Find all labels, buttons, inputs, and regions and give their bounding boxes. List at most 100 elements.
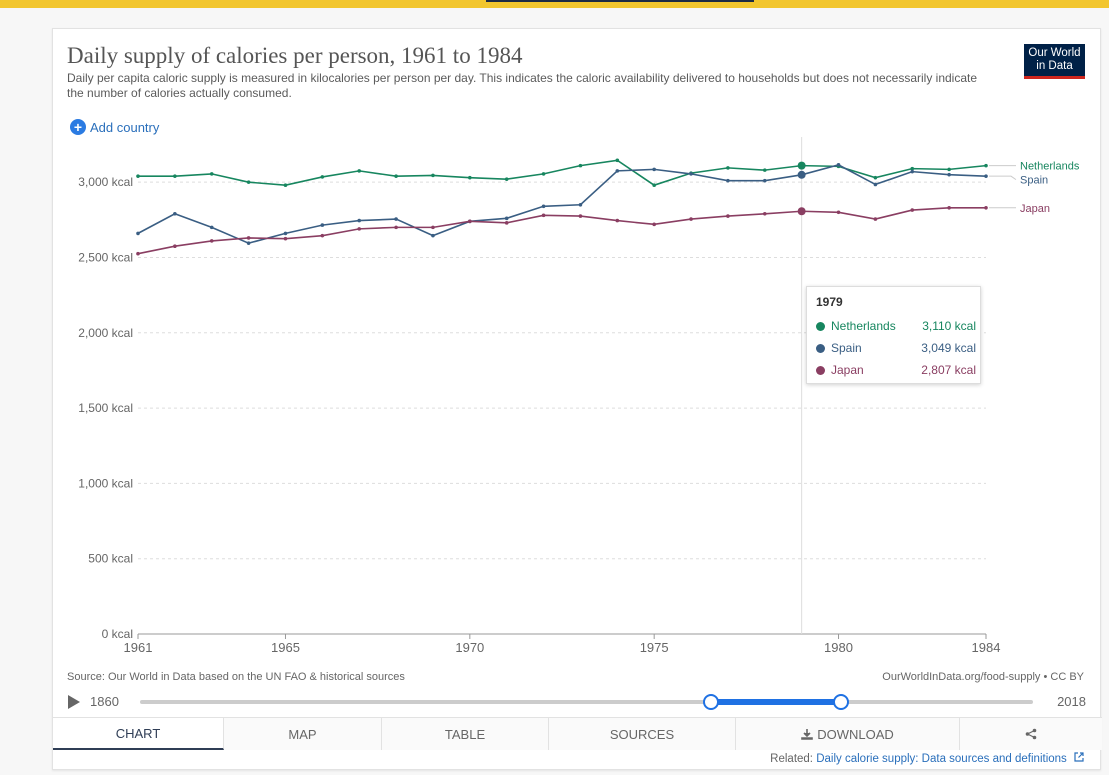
data-point	[947, 172, 951, 177]
data-point	[283, 236, 288, 241]
y-tick-label: 3,000 kcal	[78, 175, 133, 189]
series-label-japan: Japan	[1020, 203, 1050, 215]
data-point	[797, 161, 806, 170]
spain-dot	[816, 343, 825, 353]
data-point	[283, 183, 288, 187]
data-point	[726, 166, 730, 170]
add-country-button[interactable]: + Add country	[70, 119, 159, 135]
x-tick-label: 1975	[640, 640, 669, 655]
tab-download[interactable]: DOWNLOAD	[736, 718, 960, 750]
data-point	[836, 210, 841, 215]
data-point	[173, 174, 177, 178]
data-point	[689, 172, 693, 176]
label-connector	[989, 175, 1017, 181]
x-tick-label: 1980	[824, 640, 853, 655]
tooltip-value: 2,807 kcal	[921, 363, 976, 377]
series-label-spain: Spain	[1020, 175, 1048, 187]
tooltip-row-spain: Spain 3,049 kcal	[816, 339, 976, 357]
data-point	[209, 172, 214, 176]
y-tick-label: 1,000 kcal	[78, 476, 133, 490]
data-point	[984, 163, 988, 168]
data-point	[762, 178, 767, 183]
add-country-label: Add country	[90, 119, 160, 135]
data-point	[947, 205, 951, 210]
owid-logo[interactable]: Our World in Data	[1024, 44, 1085, 79]
tab-table[interactable]: TABLE	[382, 718, 549, 750]
data-point	[468, 175, 472, 180]
chart-title: Daily supply of calories per person, 196…	[67, 43, 523, 68]
line-chart[interactable]: 0 kcal 500 kcal 1,000 kcal 1,500 kcal 2,000 …	[53, 29, 1102, 669]
timeline-track[interactable]	[140, 700, 1033, 704]
share-button[interactable]	[960, 718, 1102, 750]
play-icon[interactable]	[68, 695, 80, 709]
data-point	[431, 173, 435, 178]
tab-sources[interactable]: SOURCES	[549, 718, 736, 750]
timeline-end: 2018	[1057, 694, 1086, 709]
banner-notch	[486, 0, 754, 2]
tab-bar: CHART MAP TABLE SOURCES DOWNLOAD	[53, 717, 1102, 750]
data-point	[504, 177, 509, 181]
tooltip-row-netherlands: Netherlands 3,110 kcal	[816, 317, 976, 335]
data-point	[652, 222, 656, 227]
top-banner	[0, 0, 1109, 8]
data-point	[136, 251, 140, 256]
timeline: 1860 2018	[53, 691, 1102, 713]
x-tick-label: 1965	[271, 640, 300, 655]
data-point	[836, 163, 841, 167]
data-point	[246, 180, 251, 184]
series-line-spain	[137, 164, 987, 245]
related-link[interactable]: Daily calorie supply: Data sources and d…	[816, 753, 1067, 765]
data-point	[136, 174, 140, 178]
timeline-end-handle[interactable]	[832, 694, 849, 710]
related-label: Related:	[770, 753, 814, 765]
timeline-selected-range	[710, 699, 841, 705]
data-point	[762, 212, 767, 216]
x-tick-label: 1961	[124, 640, 153, 655]
data-point	[615, 218, 620, 223]
x-tick-label: 1970	[455, 640, 484, 655]
data-point	[726, 178, 730, 183]
data-point	[394, 217, 398, 221]
data-point	[541, 172, 546, 176]
data-point	[726, 214, 730, 218]
data-point	[136, 231, 140, 236]
tooltip-row-japan: Japan 2,807 kcal	[816, 361, 976, 379]
data-point	[910, 208, 915, 212]
data-point	[541, 213, 546, 218]
data-point	[504, 216, 509, 221]
data-point	[578, 163, 583, 168]
tab-map[interactable]: MAP	[224, 718, 382, 750]
timeline-start-handle[interactable]	[702, 694, 719, 710]
related-note: Related: Daily calorie supply: Data sour…	[770, 752, 1084, 765]
series-label-netherlands: Netherlands	[1020, 161, 1080, 173]
series-line-netherlands	[138, 159, 987, 187]
data-point	[652, 167, 656, 172]
source-note: Source: Our World in Data based on the U…	[67, 671, 405, 683]
data-point	[615, 169, 620, 173]
data-point	[246, 241, 251, 245]
download-icon	[801, 729, 814, 740]
external-link-icon	[1074, 752, 1084, 762]
data-point	[431, 233, 435, 238]
data-point	[797, 207, 806, 216]
data-point	[357, 218, 362, 223]
license-note[interactable]: OurWorldInData.org/food-supply • CC BY	[882, 671, 1084, 683]
tooltip-value: 3,049 kcal	[921, 341, 976, 355]
data-point	[689, 217, 693, 221]
tooltip-name: Spain	[831, 341, 862, 355]
y-tick-label: 0 kcal	[102, 627, 133, 641]
data-point	[873, 182, 878, 187]
y-tick-label: 500 kcal	[88, 552, 133, 566]
tooltip-year: 1979	[816, 295, 843, 309]
y-tick-label: 1,500 kcal	[78, 401, 133, 415]
share-icon	[1025, 728, 1037, 740]
data-point	[394, 174, 398, 178]
data-point	[431, 225, 435, 230]
data-point	[173, 212, 177, 216]
chart-subtitle: Daily per capita caloric supply is measu…	[67, 71, 978, 100]
data-point	[762, 168, 767, 172]
data-point	[947, 167, 951, 172]
data-point	[578, 202, 583, 207]
tab-chart[interactable]: CHART	[53, 718, 224, 750]
data-point	[283, 231, 288, 236]
